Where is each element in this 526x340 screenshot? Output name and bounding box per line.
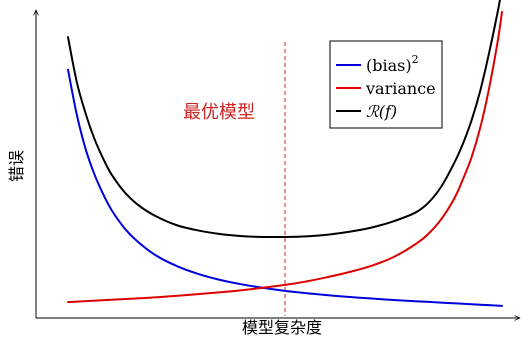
legend-entry-bias: (bias)2 <box>366 53 419 75</box>
legend: (bias)2 variance ℛ(f) <box>329 40 443 129</box>
y-axis-label: 错误 <box>7 150 26 182</box>
x-axis-label: 模型复杂度 <box>242 318 322 337</box>
risk-curve <box>67 0 501 239</box>
legend-entry-variance: variance <box>365 79 436 98</box>
legend-bias-text: (bias) <box>366 56 412 75</box>
legend-box <box>329 40 443 129</box>
legend-entry-risk: ℛ(f) <box>366 102 397 121</box>
bias-squared-curve <box>67 68 503 307</box>
variance-curve <box>67 11 503 304</box>
legend-bias-superscript: 2 <box>412 53 419 66</box>
optimal-model-label: 最优模型 <box>183 102 255 123</box>
